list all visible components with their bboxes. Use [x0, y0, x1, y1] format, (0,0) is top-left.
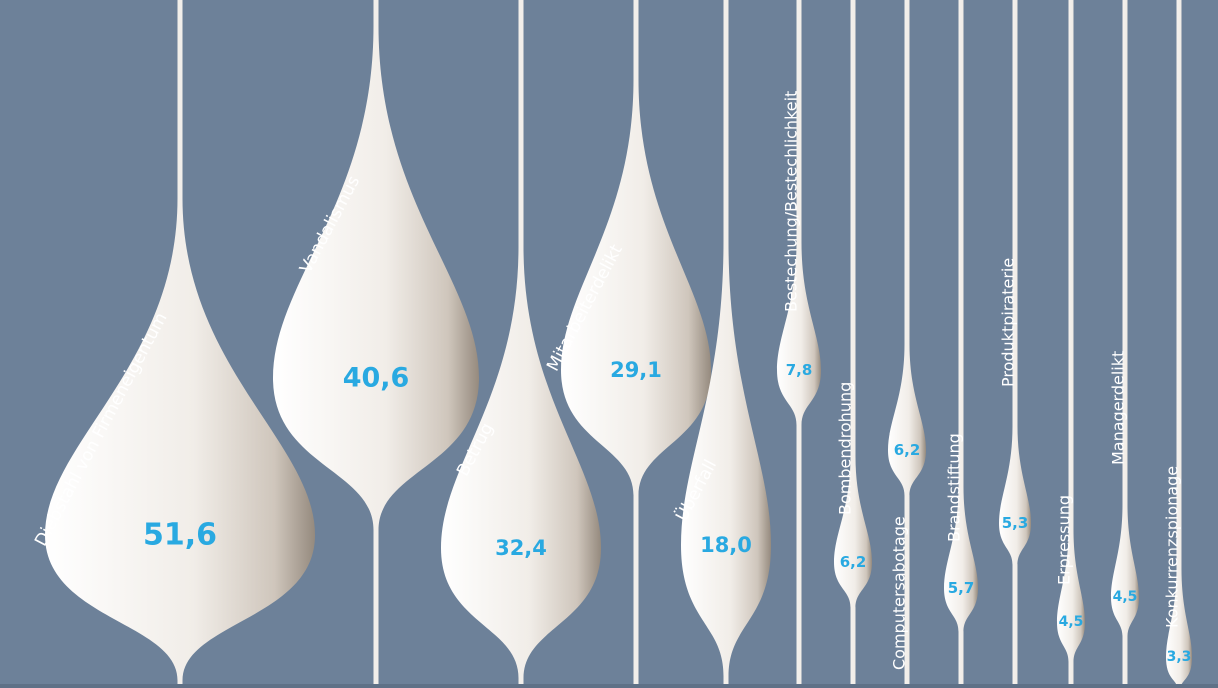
drop-produktpiraterie [999, 0, 1031, 686]
drop-ueberfall [681, 0, 771, 686]
value-label-mitarbeiterdelikt: 29,1 [610, 358, 662, 382]
value-label-diebstahl-von-firmeneigentum: 51,6 [143, 518, 217, 553]
value-label-brandstiftung: 5,7 [948, 579, 975, 597]
drop-konkurrenzspionage [1166, 0, 1192, 686]
value-label-computersabotage: 6,2 [894, 441, 921, 459]
category-label-konkurrenzspionage: Konkurrenzspionage [1163, 466, 1182, 628]
value-label-konkurrenzspionage: 3,3 [1167, 649, 1192, 665]
drop-bestechung-bestechlichkeit [777, 0, 821, 686]
drop-mitarbeiterdelikt [561, 0, 711, 686]
value-label-managerdelikt: 4,5 [1113, 589, 1138, 605]
drop-betrug [441, 0, 601, 686]
category-label-managerdelikt: Managerdelikt [1109, 351, 1128, 465]
value-label-betrug: 32,4 [495, 536, 547, 560]
drop-diebstahl-von-firmeneigentum [45, 0, 315, 686]
category-label-erpressung: Erpressung [1055, 495, 1074, 585]
drop-brandstiftung [944, 0, 978, 686]
category-label-computersabotage: Computersabotage [890, 516, 909, 670]
drop-computersabotage [888, 0, 926, 686]
value-label-bestechung-bestechlichkeit: 7,8 [786, 361, 813, 379]
value-label-bombendrohung: 6,2 [840, 553, 867, 571]
category-label-bestechung-bestechlichkeit: Bestechung/Bestechlichkeit [782, 91, 801, 312]
drop-bombendrohung [834, 0, 872, 686]
category-label-produktpiraterie: Produktpiraterie [999, 258, 1018, 387]
category-label-brandstiftung: Brandstiftung [945, 433, 964, 542]
drop-managerdelikt [1111, 0, 1139, 686]
value-label-ueberfall: 18,0 [700, 533, 752, 557]
drop-vandalismus [273, 0, 479, 686]
drop-erpressung [1057, 0, 1085, 686]
value-label-erpressung: 4,5 [1059, 614, 1084, 630]
category-label-bombendrohung: Bombendrohung [836, 382, 855, 515]
value-label-vandalismus: 40,6 [343, 363, 410, 394]
value-label-produktpiraterie: 5,3 [1002, 514, 1029, 532]
